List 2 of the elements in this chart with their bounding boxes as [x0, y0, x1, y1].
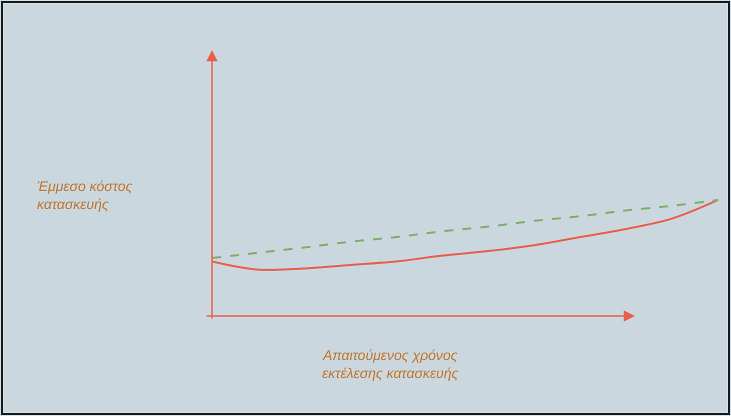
x-axis-title: Απαιτούμενος χρόνος εκτέλεσης κατασκευής [322, 347, 459, 382]
y-axis-title: Έμμεσο κόστος κατασκευής [37, 178, 133, 212]
